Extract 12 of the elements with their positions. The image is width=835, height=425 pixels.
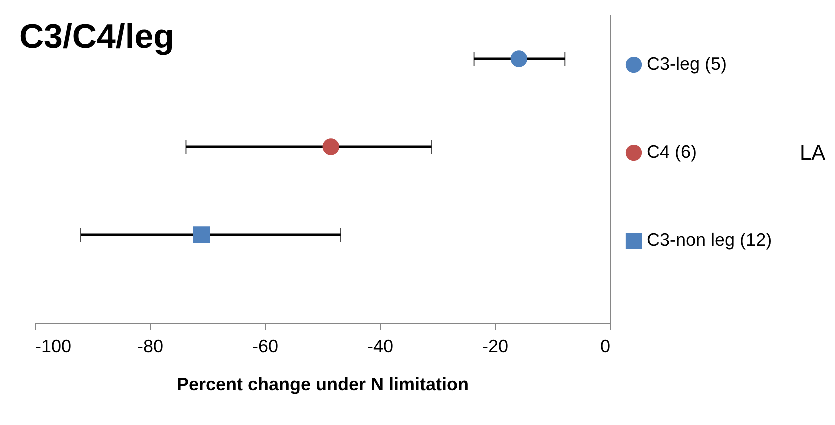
legend-label: C3-non leg (12) (647, 230, 772, 250)
legend-label: C3-leg (5) (647, 54, 728, 74)
x-tick-label: -100 (36, 336, 72, 356)
legend-label: C4 (6) (647, 142, 698, 162)
x-tick-label: -40 (367, 336, 394, 356)
x-axis-title: Percent change under N limitation (176, 374, 470, 394)
text: LA (800, 142, 826, 166)
x-tick-label: 0 (600, 336, 610, 356)
x-tick-label: -80 (137, 336, 164, 356)
x-tick-label: -20 (482, 336, 509, 356)
chart-title: C3/C4/leg (20, 18, 174, 56)
x-tick-label: -60 (252, 336, 279, 356)
